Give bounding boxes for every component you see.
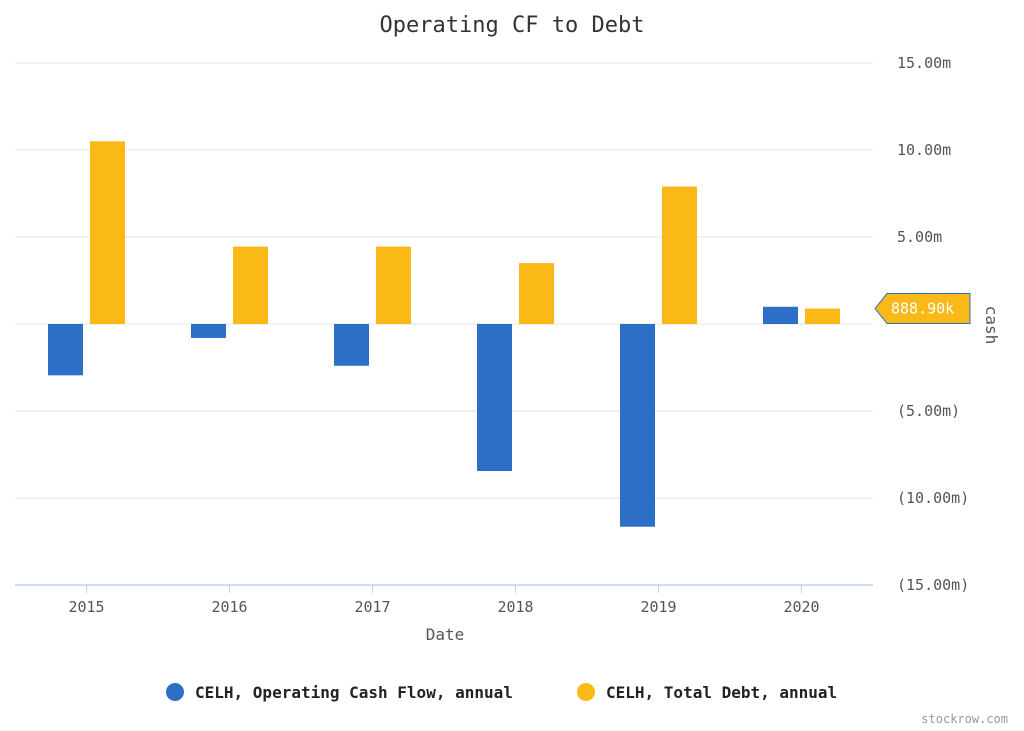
credit-text: stockrow.com	[921, 712, 1008, 726]
x-tick-label: 2018	[497, 598, 533, 616]
bars	[48, 141, 840, 527]
legend-label: CELH, Operating Cash Flow, annual	[195, 683, 513, 702]
bar	[620, 324, 655, 527]
bar	[662, 186, 697, 324]
bar	[334, 324, 369, 366]
y-tick-label: (5.00m)	[897, 402, 960, 420]
x-tick-label: 2016	[211, 598, 247, 616]
legend: CELH, Operating Cash Flow, annual CELH, T…	[166, 683, 837, 702]
bar	[805, 308, 840, 324]
x-tick-label: 2019	[640, 598, 676, 616]
bar	[191, 324, 226, 338]
chart-title: Operating CF to Debt	[380, 13, 645, 38]
x-tick-label: 2020	[783, 598, 819, 616]
last-value-marker: 888.90k	[874, 293, 971, 325]
x-tick-label: 2017	[354, 598, 390, 616]
y-tick-label: 5.00m	[897, 228, 942, 246]
x-tick-label: 2015	[68, 598, 104, 616]
bar	[477, 324, 512, 472]
y-tick-label: (15.00m)	[897, 576, 969, 594]
legend-marker	[577, 683, 595, 701]
bar	[519, 263, 554, 324]
legend-marker	[166, 683, 184, 701]
grid	[15, 62, 873, 586]
legend-label: CELH, Total Debt, annual	[606, 683, 837, 702]
x-axis-ticks: 2015 2016 2017 2018 2019 2020	[68, 585, 820, 616]
bar	[763, 306, 798, 324]
y-tick-label: 10.00m	[897, 141, 951, 159]
y-axis-ticks: 15.00m 10.00m 5.00m (5.00m) (10.00m) (15.00m)	[897, 54, 969, 594]
bar	[376, 246, 411, 324]
y-tick-label: (10.00m)	[897, 489, 969, 507]
x-axis-label: Date	[426, 625, 465, 644]
y-tick-label: 15.00m	[897, 54, 951, 72]
bar	[48, 324, 83, 376]
last-value-marker-label: 888.90k	[891, 300, 954, 318]
y-axis-label: cash	[982, 306, 1001, 345]
last-value-marker-shape	[874, 293, 971, 325]
bar	[233, 246, 268, 324]
bar	[90, 141, 125, 324]
